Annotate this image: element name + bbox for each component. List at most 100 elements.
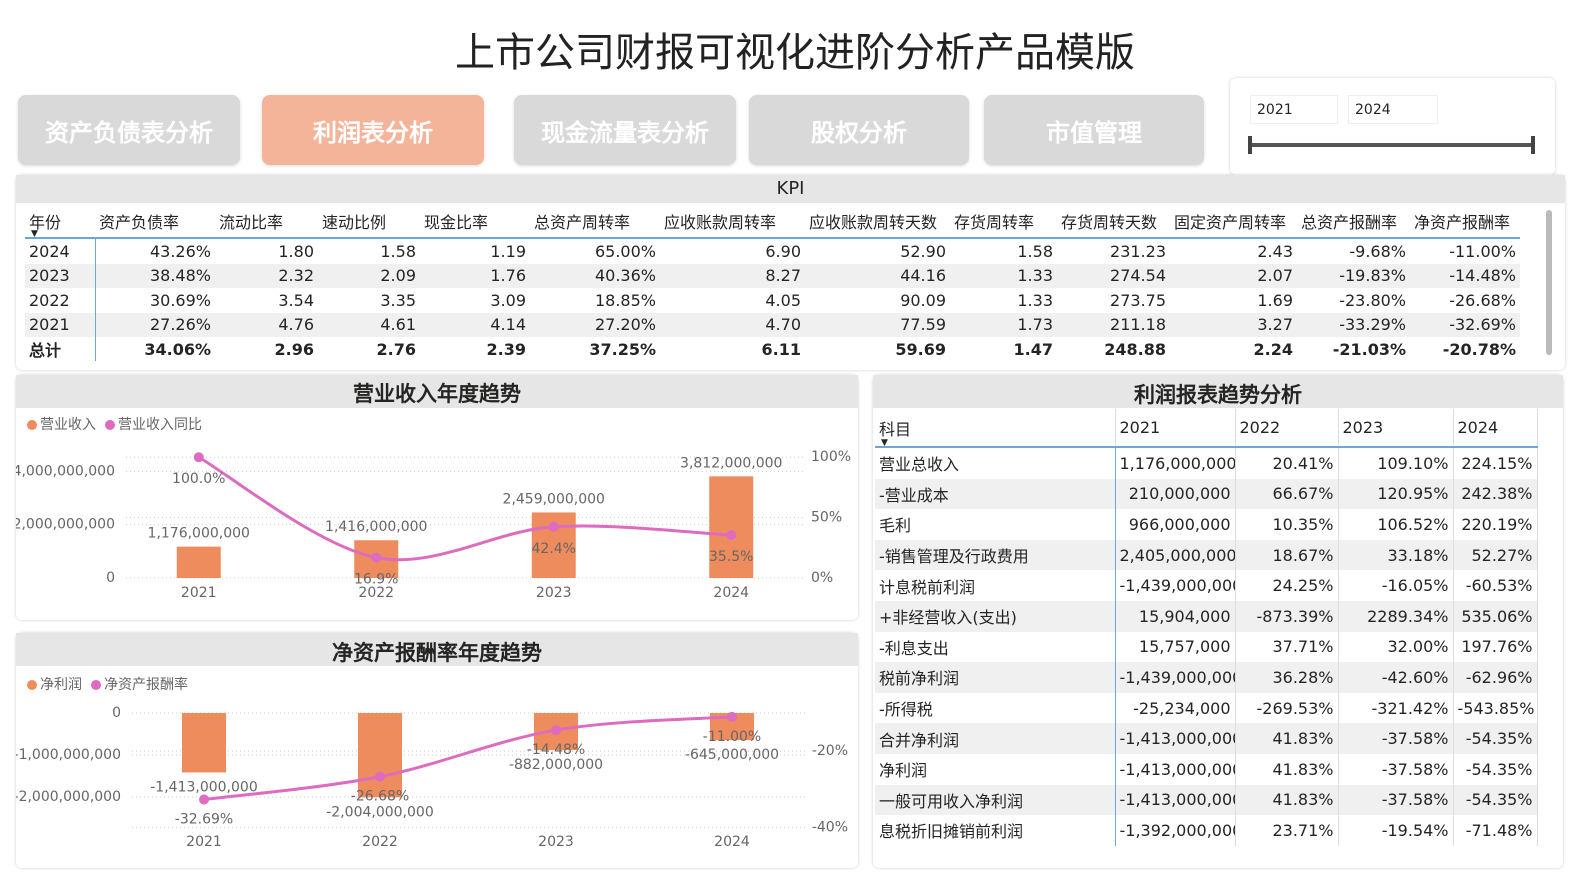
- cell: -37.58%: [1338, 723, 1454, 754]
- x-tick-label: 2021: [181, 585, 217, 601]
- total-cell: -20.78%: [1442, 339, 1516, 359]
- kpi-title: KPI: [16, 175, 1565, 203]
- legend-marker: [27, 680, 37, 690]
- total-row: 总计 34.06% 2.96 2.76 2.39 37.25% 6.11 59.69 1.47 2…: [25, 337, 1520, 361]
- total-cell: 34.06%: [144, 339, 211, 359]
- cell: 3.27: [1170, 312, 1297, 337]
- cell: 1.33: [950, 263, 1057, 288]
- slider-handle[interactable]: [1531, 136, 1535, 154]
- tab[interactable]: 现金流量表分析: [514, 95, 736, 165]
- cell: -19.83%: [1297, 263, 1410, 288]
- scrollbar[interactable]: [1546, 210, 1552, 355]
- tick-label: 100%: [811, 449, 851, 465]
- page-title: 上市公司财报可视化进阶分析产品模版: [455, 30, 1135, 76]
- total-cell: 总计: [25, 337, 96, 361]
- cell: 77.59: [805, 312, 950, 337]
- cell: -54.35%: [1453, 784, 1538, 816]
- cell: 1.80: [278, 241, 314, 261]
- sort-arrow: ▼: [881, 438, 888, 447]
- cell: 4.70: [660, 312, 805, 337]
- cell: 1.58: [1017, 241, 1053, 261]
- cell: -销售管理及行政费用: [875, 539, 1116, 571]
- legend-label: 净资产报酬率: [104, 676, 188, 693]
- cell: 4.14: [420, 312, 530, 337]
- cell: 242.38%: [1453, 478, 1538, 510]
- cell: 2021: [25, 312, 96, 337]
- total-cell: 248.88: [1104, 339, 1166, 359]
- cell: 合并净利润: [875, 723, 1116, 754]
- year-slicer: 2021 2024: [1230, 78, 1555, 175]
- tick-label: 50%: [811, 510, 842, 526]
- cell: 6.90: [765, 241, 801, 261]
- cell: 1.58: [380, 241, 416, 261]
- cell: -54.35%: [1453, 723, 1538, 754]
- column-header: 现金比率: [420, 205, 530, 239]
- chart-title: 净资产报酬率年度趋势: [16, 633, 858, 666]
- cell: 23.71%: [1235, 815, 1339, 846]
- cell: -所得税: [875, 692, 1116, 724]
- cell: 1.33: [1017, 290, 1053, 310]
- cell: 36.28%: [1235, 662, 1339, 693]
- cell: 1.69: [1257, 290, 1293, 310]
- cell: 44.16: [805, 263, 950, 288]
- table-title: 利润报表趋势分析: [873, 375, 1563, 408]
- kpi-panel: KPI 年份 ▼ 资产负债率 流动比率 速动比例 现金比率 总资产周转率 应收账款周转率 应收账…: [16, 175, 1565, 370]
- tab[interactable]: 股权分析: [749, 95, 969, 165]
- cell: -873.39%: [1235, 600, 1339, 632]
- bar: [182, 713, 226, 773]
- cell: 197.76%: [1453, 631, 1538, 663]
- slider-track: [1250, 143, 1533, 147]
- line: [198, 455, 732, 562]
- tick-label: 0: [106, 570, 115, 586]
- cell: -42.60%: [1338, 662, 1454, 693]
- bar-value-label: 3,812,000,000: [680, 455, 782, 471]
- cell: 1.19: [490, 241, 526, 261]
- cell: 2289.34%: [1338, 600, 1454, 632]
- cell: 1,176,000,000: [1115, 447, 1236, 479]
- line-point: [193, 452, 204, 463]
- cell: 18.67%: [1235, 539, 1339, 571]
- cell: 营业总收入: [875, 447, 1116, 479]
- tab[interactable]: 市值管理: [984, 95, 1204, 165]
- line-point: [727, 711, 737, 722]
- tick-label: -20%: [812, 743, 848, 759]
- cell: 2024: [25, 238, 96, 264]
- cell: -1,392,000,000: [1115, 815, 1236, 846]
- cell: -11.00%: [1449, 241, 1516, 261]
- kpi-table: 年份 ▼ 资产负债率 流动比率 速动比例 现金比率 总资产周转率 应收账款周转率 应收账款周转天…: [25, 205, 1520, 361]
- table-total: 总计 34.06% 2.96 2.76 2.39 37.25% 6.11 59.69 1.47 2…: [25, 337, 1520, 361]
- tick-label: -1,000,000,000: [16, 747, 121, 763]
- column-header: 2021: [1115, 409, 1236, 448]
- bar: [709, 476, 754, 578]
- row: -营业成本 210,000,000 66.67% 120.95% 242.38%: [875, 478, 1538, 510]
- line: [203, 715, 733, 801]
- cell: 毛利: [875, 509, 1116, 540]
- start-input[interactable]: 2021: [1250, 95, 1338, 124]
- row: 合并净利润 -1,413,000,000 41.83% -37.58% -54.35%: [875, 723, 1538, 754]
- x-tick-label: 2022: [358, 585, 394, 601]
- x-tick-label: 2024: [714, 834, 750, 850]
- line-point: [371, 552, 382, 563]
- column-header: 净资产报酬率: [1410, 205, 1520, 239]
- total-cell: 59.69: [895, 339, 946, 359]
- tab[interactable]: 利润表分析: [262, 95, 484, 165]
- row: 毛利 966,000,000 10.35% 106.52% 220.19%: [875, 509, 1538, 540]
- cell: 32.00%: [1338, 631, 1454, 663]
- column-header: 固定资产周转率: [1170, 205, 1297, 239]
- cell: 2.43: [1257, 241, 1293, 261]
- slider-handle[interactable]: [1248, 136, 1252, 154]
- cell: 2022: [25, 288, 96, 313]
- cell: 计息税前利润: [875, 570, 1116, 601]
- tick-label: 4,000,000,000: [16, 463, 115, 479]
- end-input[interactable]: 2024: [1348, 95, 1438, 124]
- cell: 27.26%: [95, 312, 215, 337]
- line-point: [199, 794, 209, 805]
- cell: 一般可用收入净利润: [875, 784, 1116, 816]
- column-header: 存货周转率: [950, 205, 1057, 239]
- line-value-label: 100.0%: [172, 471, 225, 487]
- cell: 41.83%: [1235, 723, 1339, 754]
- cell: 535.06%: [1453, 600, 1538, 632]
- cell: 10.35%: [1235, 509, 1339, 540]
- tab[interactable]: 资产负债表分析: [18, 95, 240, 165]
- row: 息税折旧摊销前利润 -1,392,000,000 23.71% -19.54% -71.…: [875, 815, 1538, 846]
